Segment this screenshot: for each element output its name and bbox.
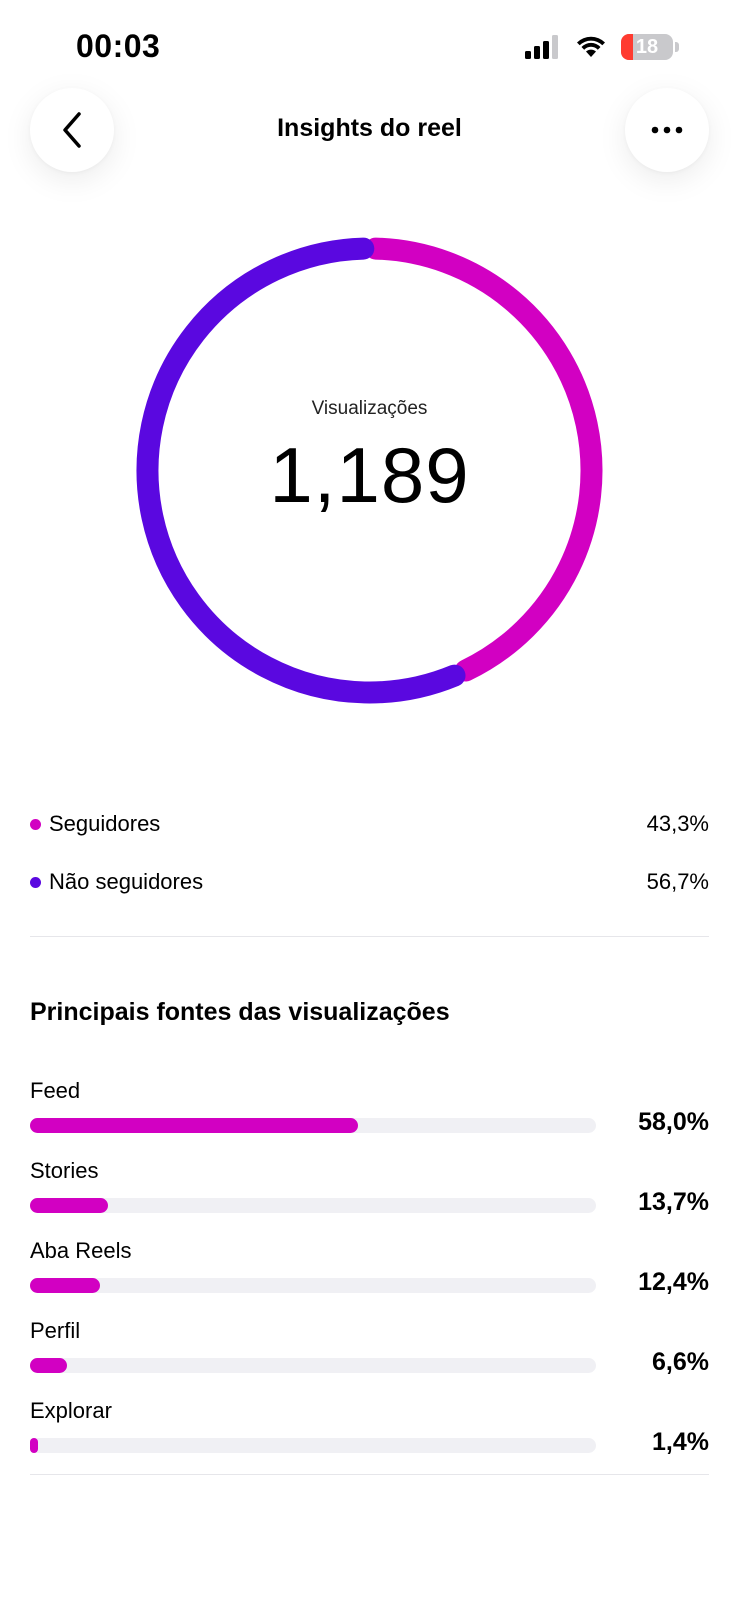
source-value: 12,4% [638, 1268, 709, 1296]
source-bar-fill [30, 1118, 359, 1133]
source-label: Explorar [30, 1398, 112, 1423]
divider [30, 1474, 709, 1475]
source-bar-track [30, 1198, 596, 1213]
source-label: Perfil [30, 1318, 81, 1343]
source-bar-fill [30, 1198, 108, 1213]
legend-label: Não seguidores [49, 869, 204, 894]
divider [30, 936, 709, 937]
source-row-stories: Stories 13,7% [30, 1158, 709, 1238]
chevron-left-icon [63, 112, 81, 148]
source-bar-fill [30, 1278, 101, 1293]
source-label: Aba Reels [30, 1238, 132, 1263]
sources-title: Principais fontes das visualizações [30, 998, 450, 1026]
source-row-reels-tab: Aba Reels 12,4% [30, 1238, 709, 1318]
source-value: 13,7% [638, 1188, 709, 1216]
battery-icon: 18 [621, 34, 673, 60]
source-bar-fill [30, 1358, 68, 1373]
views-label: Visualizações [311, 398, 428, 419]
source-bar-track [30, 1438, 596, 1453]
source-bar-track [30, 1278, 596, 1293]
source-value: 6,6% [652, 1348, 709, 1376]
status-icons: 18 [525, 34, 679, 60]
audience-legend: Seguidores 43,3% Não seguidores 56,7% [30, 795, 709, 911]
donut-segment-followers [364, 237, 603, 682]
back-button[interactable] [30, 88, 114, 172]
donut-svg [136, 237, 603, 704]
cellular-signal-icon [525, 35, 558, 59]
source-label: Feed [30, 1078, 81, 1103]
page-title: Insights do reel [277, 114, 462, 142]
legend-value: 43,3% [646, 811, 709, 836]
source-bar-track [30, 1358, 596, 1373]
source-value: 58,0% [638, 1108, 709, 1136]
legend-value: 56,7% [646, 869, 709, 894]
legend-item-non-followers: Não seguidores 56,7% [30, 853, 709, 911]
followers-dot [30, 818, 41, 830]
status-bar: 00:03 18 [0, 0, 739, 90]
source-row-profile: Perfil 6,6% [30, 1318, 709, 1398]
header: Insights do reel [0, 88, 739, 172]
wifi-icon [577, 36, 605, 57]
source-row-explore: Explorar 1,4% [30, 1398, 709, 1478]
views-total: 1,189 [269, 431, 470, 519]
legend-item-followers: Seguidores 43,3% [30, 795, 709, 853]
status-time: 00:03 [76, 28, 161, 64]
source-bar-fill [30, 1438, 38, 1453]
source-row-feed: Feed 58,0% [30, 1078, 709, 1158]
non-followers-dot [30, 876, 41, 888]
view-sources-list: Feed 58,0% Stories 13,7% Aba Reels 12,4%… [30, 1078, 709, 1478]
source-bar-track [30, 1118, 596, 1133]
legend-label: Seguidores [49, 811, 161, 836]
battery-level: 18 [635, 35, 659, 58]
more-horizontal-icon [651, 126, 683, 134]
more-options-button[interactable] [625, 88, 709, 172]
source-value: 1,4% [652, 1428, 709, 1456]
source-label: Stories [30, 1158, 99, 1183]
views-donut-chart: Visualizações 1,189 [0, 230, 739, 720]
donut-segment-non-followers [136, 237, 466, 704]
battery-tip [675, 42, 679, 52]
